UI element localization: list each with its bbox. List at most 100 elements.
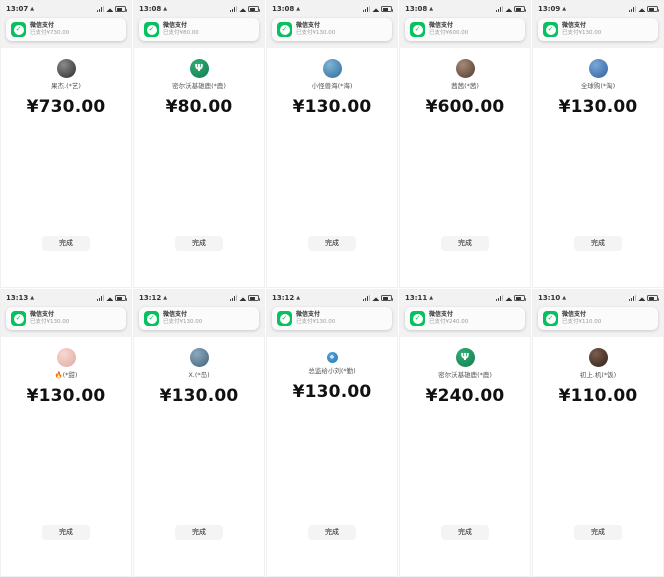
screen-top-area: 13:08 ▲ ✓ 微信支付 已支付¥130.00 <box>267 1 397 48</box>
status-time-group: 13:08 ▲ <box>405 5 433 13</box>
wifi-icon <box>106 6 113 12</box>
wifi-icon <box>239 295 246 301</box>
notification-text: 微信支付 已支付¥130.00 <box>163 311 202 326</box>
status-time: 13:12 <box>272 294 295 302</box>
alarm-icon: ▲ <box>163 6 168 12</box>
done-button[interactable]: 完成 <box>175 236 223 251</box>
payment-success-screen-1: 13:07 ▲ ✓ 微信支付 已支付¥730.00 果杰.(*艺) ¥730.0… <box>0 0 132 288</box>
payee-name: 小怪兽海(*海) <box>311 82 353 90</box>
payment-amount: ¥110.00 <box>558 386 638 406</box>
payee-name: X.(*岛) <box>188 371 210 379</box>
wechat-pay-notification[interactable]: ✓ 微信支付 已支付¥730.00 <box>6 18 126 41</box>
notification-text: 微信支付 已支付¥730.00 <box>30 22 69 37</box>
notification-text: 微信支付 已支付¥80.00 <box>163 22 199 37</box>
payment-success-screen-2: 13:08 ▲ ✓ 微信支付 已支付¥80.00 Ψ 密尔沃基雄鹿(*鹿) ¥8… <box>133 0 265 288</box>
cellular-signal-icon <box>628 6 636 12</box>
status-time: 13:08 <box>139 5 162 13</box>
empty-space <box>267 117 397 236</box>
wechat-pay-notification[interactable]: ✓ 微信支付 已支付¥110.00 <box>538 307 658 330</box>
payee-avatar <box>189 348 209 367</box>
status-time: 13:07 <box>6 5 29 13</box>
done-button-area: 完成 <box>134 525 264 540</box>
status-bar: 13:07 ▲ <box>6 3 127 15</box>
status-bar: 13:12 ▲ <box>272 292 393 304</box>
done-button[interactable]: 完成 <box>308 236 356 251</box>
payee-name: 茜茜(*茜) <box>451 82 479 90</box>
status-bar: 13:08 ▲ <box>139 3 260 15</box>
payee-name: 🔥(*甜) <box>54 371 78 379</box>
alarm-icon: ▲ <box>429 6 434 12</box>
alarm-icon: ▲ <box>163 295 168 301</box>
empty-space <box>533 117 663 236</box>
payment-amount: ¥240.00 <box>425 386 505 406</box>
payee-avatar: Ψ <box>189 59 209 78</box>
wifi-icon <box>638 295 645 301</box>
wechat-pay-icon: ✓ <box>144 311 159 326</box>
battery-icon <box>248 295 260 301</box>
payee-avatar <box>322 59 342 78</box>
status-icons <box>495 6 526 12</box>
notification-title: 微信支付 <box>163 311 188 318</box>
payee-name: 初上.机(*饭) <box>579 371 617 379</box>
cellular-signal-icon <box>96 6 104 12</box>
done-button[interactable]: 完成 <box>441 236 489 251</box>
wechat-pay-icon: ✓ <box>410 311 425 326</box>
payee-name: 总监给小刘(*勤) <box>308 367 356 375</box>
payment-success-screen-8: 13:12 ▲ ✓ 微信支付 已支付¥130.00 ❖ 总监给小刘(*勤) ¥1… <box>266 289 398 577</box>
wechat-pay-notification[interactable]: ✓ 微信支付 已支付¥240.00 <box>405 307 525 330</box>
wechat-pay-notification[interactable]: ✓ 微信支付 已支付¥600.00 <box>405 18 525 41</box>
empty-space <box>134 406 264 525</box>
notification-subtitle: 已支付¥730.00 <box>30 30 70 36</box>
empty-space <box>400 117 530 236</box>
status-icons <box>362 6 393 12</box>
status-time-group: 13:09 ▲ <box>538 5 566 13</box>
payment-amount: ¥80.00 <box>165 97 233 117</box>
done-button[interactable]: 完成 <box>441 525 489 540</box>
payee-avatar <box>56 59 76 78</box>
payee-name: 果杰.(*艺) <box>51 82 81 90</box>
battery-icon <box>115 6 127 12</box>
notification-subtitle: 已支付¥600.00 <box>429 30 469 36</box>
battery-icon <box>381 6 393 12</box>
wechat-pay-icon: ✓ <box>543 311 558 326</box>
wechat-pay-notification[interactable]: ✓ 微信支付 已支付¥130.00 <box>272 18 392 41</box>
done-button[interactable]: 完成 <box>574 525 622 540</box>
cellular-signal-icon <box>362 295 370 301</box>
done-button[interactable]: 完成 <box>42 236 90 251</box>
payee-avatar <box>588 59 608 78</box>
notification-text: 微信支付 已支付¥600.00 <box>429 22 468 37</box>
wechat-pay-notification[interactable]: ✓ 微信支付 已支付¥130.00 <box>272 307 392 330</box>
wechat-pay-notification[interactable]: ✓ 微信支付 已支付¥130.00 <box>139 307 259 330</box>
notification-title: 微信支付 <box>429 22 454 29</box>
status-bar: 13:11 ▲ <box>405 292 526 304</box>
payment-success-screen-4: 13:08 ▲ ✓ 微信支付 已支付¥600.00 茜茜(*茜) ¥600.00 <box>399 0 531 288</box>
done-button[interactable]: 完成 <box>42 525 90 540</box>
done-button[interactable]: 完成 <box>574 236 622 251</box>
payment-success-screen-10: 13:10 ▲ ✓ 微信支付 已支付¥110.00 初上.机(*饭) ¥110.… <box>532 289 664 577</box>
wifi-icon <box>372 6 379 12</box>
status-time: 13:13 <box>6 294 29 302</box>
notification-text: 微信支付 已支付¥130.00 <box>296 22 335 37</box>
wechat-pay-notification[interactable]: ✓ 微信支付 已支付¥130.00 <box>6 307 126 330</box>
screen-top-area: 13:11 ▲ ✓ 微信支付 已支付¥240.00 <box>400 290 530 337</box>
cellular-signal-icon <box>495 6 503 12</box>
notification-subtitle: 已支付¥130.00 <box>562 30 602 36</box>
status-time-group: 13:07 ▲ <box>6 5 34 13</box>
alarm-icon: ▲ <box>429 295 434 301</box>
wechat-pay-notification[interactable]: ✓ 微信支付 已支付¥130.00 <box>538 18 658 41</box>
status-time-group: 13:10 ▲ <box>538 294 566 302</box>
payee-avatar: Ψ <box>455 348 475 367</box>
payment-amount: ¥130.00 <box>292 382 372 402</box>
alarm-icon: ▲ <box>562 295 567 301</box>
payment-success-screen-5: 13:09 ▲ ✓ 微信支付 已支付¥130.00 全球购(*淘) ¥130.0… <box>532 0 664 288</box>
payee-avatar <box>588 348 608 367</box>
status-time: 13:08 <box>405 5 428 13</box>
status-time: 13:10 <box>538 294 561 302</box>
alarm-icon: ▲ <box>296 295 301 301</box>
payee-avatar <box>455 59 475 78</box>
done-button[interactable]: 完成 <box>175 525 223 540</box>
done-button[interactable]: 完成 <box>308 525 356 540</box>
payee-avatar <box>56 348 76 367</box>
cellular-signal-icon <box>495 295 503 301</box>
wechat-pay-notification[interactable]: ✓ 微信支付 已支付¥80.00 <box>139 18 259 41</box>
